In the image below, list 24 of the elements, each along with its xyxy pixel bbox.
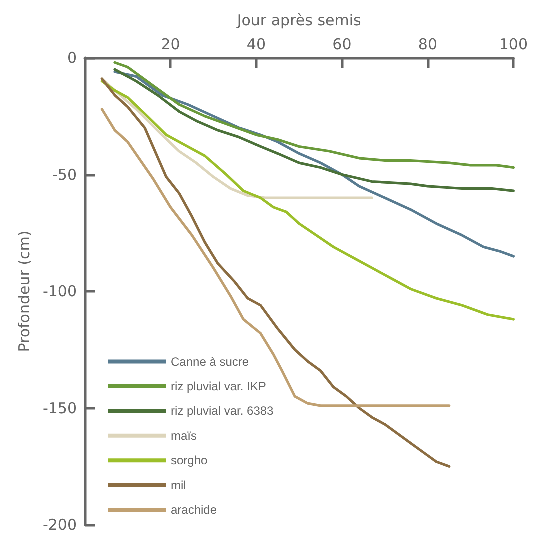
- y-tick-label: -150: [42, 399, 77, 418]
- y-tick-label: 0: [67, 49, 77, 67]
- x-tick-label: 60: [332, 36, 352, 54]
- y-tick-label: -50: [52, 166, 77, 184]
- legend-label: sorgho: [171, 454, 208, 468]
- x-tick-label: 40: [246, 36, 266, 54]
- line-series: [100, 78, 451, 468]
- legend-label: mil: [171, 478, 186, 492]
- y-tick-label: -200: [42, 516, 77, 534]
- x-tick-label: 20: [161, 36, 180, 54]
- y-tick-label: -100: [42, 282, 77, 300]
- x-tick-label: 80: [418, 36, 438, 54]
- line-series: [114, 61, 515, 170]
- legend-label: Canne à sucre: [171, 354, 250, 369]
- x-tick-label: 100: [499, 36, 528, 54]
- legend-label: riz pluvial var. 6383: [171, 404, 274, 418]
- legend-label: maïs: [171, 428, 198, 443]
- legend-label: arachide: [171, 503, 218, 517]
- line-series: [100, 108, 451, 408]
- line-series: [114, 68, 515, 192]
- line-series: [100, 80, 515, 321]
- legend-label: riz pluvial var. IKP: [171, 380, 266, 394]
- x-axis-title: Jour après semis: [236, 12, 362, 30]
- y-axis-title: Profondeur (cm): [16, 230, 34, 352]
